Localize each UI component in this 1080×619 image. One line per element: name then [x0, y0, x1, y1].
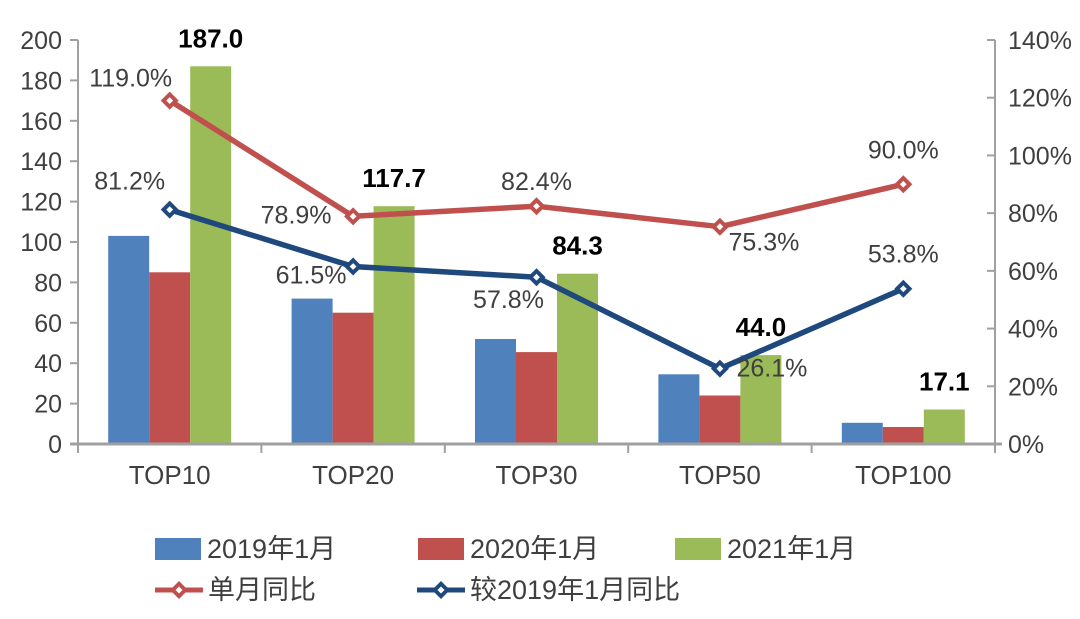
bar-data-label: 84.3 [552, 231, 603, 261]
bar-2020年1月-TOP20 [332, 312, 374, 444]
line-series-较2019年1月同比 [160, 200, 913, 378]
right-axis-tick-label: 40% [1008, 316, 1058, 344]
bar-data-label: 117.7 [362, 163, 426, 193]
legend-item-mom-yoy: 单月同比 [155, 574, 316, 606]
bar-2019年1月-TOP50 [658, 374, 700, 444]
left-axis-tick-label: 120 [20, 189, 62, 217]
line-data-label: 90.0% [868, 136, 939, 164]
bar-2021年1月-TOP10 [190, 66, 232, 445]
diamond-marker-center [899, 180, 907, 188]
bar-2020年1月-TOP30 [516, 352, 557, 444]
category-label: TOP30 [496, 460, 578, 490]
category-label: TOP100 [855, 460, 951, 490]
right-axis-tick-label: 140% [1008, 27, 1072, 55]
left-axis-tick-label: 0 [48, 431, 62, 459]
left-axis-tick-label: 200 [20, 27, 62, 55]
right-axis-tick-label: 0% [1008, 431, 1044, 459]
legend-label-2019: 2019年1月 [207, 534, 337, 564]
diamond-marker-center [349, 263, 357, 270]
line-data-label: 78.9% [261, 201, 332, 229]
line-data-label: 81.2% [94, 168, 165, 196]
bars-group [108, 66, 965, 445]
legend-label-mom-yoy: 单月同比 [208, 575, 316, 605]
legend-swatch-2021 [675, 538, 721, 560]
line-data-label: 82.4% [501, 168, 572, 196]
left-axis-tick-label: 80 [34, 269, 62, 297]
left-axis-tick-label: 100 [20, 229, 62, 257]
bar-2019年1月-TOP100 [841, 422, 883, 444]
left-axis-tick-label: 20 [34, 391, 62, 419]
legend-swatch-2020 [418, 538, 464, 560]
legend-item-2019: 2019年1月 [155, 533, 336, 565]
legend-item-2021: 2021年1月 [675, 533, 856, 565]
line-data-label: 75.3% [728, 229, 799, 257]
category-label: TOP10 [129, 460, 211, 490]
diamond-marker-center [166, 97, 174, 104]
diamond-marker-center [533, 202, 540, 210]
left-axis-tick-label: 180 [20, 67, 62, 95]
axes-group: 0 20 40 60 80 100 120 140 160 180 200 0% 20% 40% 60% 80… [20, 27, 1072, 490]
line-labels-单月同比: 119.0% 78.9% 82.4% 75.3% 90.0% [89, 65, 939, 257]
bar-2019年1月-TOP30 [475, 339, 516, 444]
bar-2021年1月-TOP20 [373, 206, 415, 444]
legend-swatch-2019 [155, 538, 201, 560]
right-axis-tick-label: 80% [1008, 200, 1058, 228]
line-data-label: 26.1% [736, 355, 807, 383]
bar-2021年1月-TOP100 [923, 409, 965, 444]
right-axis-tick-label: 120% [1008, 85, 1072, 113]
legend-item-2020: 2020年1月 [418, 533, 599, 565]
bar-2020年1月-TOP10 [149, 272, 191, 444]
line-series-单月同比 [160, 91, 913, 236]
category-label: TOP50 [679, 460, 761, 490]
chart-plot-area: 0 20 40 60 80 100 120 140 160 180 200 0% 20% 40% 60% 80… [20, 23, 1072, 490]
line-data-label: 119.0% [89, 65, 172, 93]
bar-data-label: 17.1 [919, 367, 970, 397]
bar-labels-2021年1月: 187.0 117.7 84.3 44.0 17.1 [178, 23, 969, 396]
line-diamond-marker-icon [155, 581, 203, 599]
legend-label-2021: 2021年1月 [727, 534, 857, 564]
category-label: TOP20 [312, 460, 394, 490]
bar-2019年1月-TOP10 [108, 235, 150, 444]
diamond-marker-center [716, 223, 724, 231]
diamond-marker-center [166, 206, 174, 214]
left-axis-tick-label: 60 [34, 310, 62, 338]
diamond-marker-center [716, 365, 724, 373]
bar-2020年1月-TOP50 [699, 395, 741, 444]
line-data-label: 61.5% [276, 262, 347, 290]
bar-2019年1月-TOP20 [291, 298, 333, 444]
bar-2021年1月-TOP50 [740, 355, 782, 444]
legend-label-vs2019-yoy: 较2019年1月同比 [470, 575, 681, 605]
left-axis-tick-label: 160 [20, 108, 62, 136]
left-axis-tick-label: 140 [20, 148, 62, 176]
diamond-marker-center [349, 212, 357, 220]
bar-data-label: 187.0 [178, 23, 243, 53]
bar-data-label: 44.0 [736, 312, 787, 342]
diamond-marker-center [899, 285, 907, 293]
line-labels-较2019年1月同比: 81.2% 61.5% 57.8% 26.1% 53.8% [94, 168, 938, 383]
legend-item-vs2019-yoy: 较2019年1月同比 [417, 574, 680, 606]
bar-2020年1月-TOP100 [882, 427, 924, 444]
diamond-marker-center [533, 273, 540, 281]
line-data-label: 53.8% [868, 241, 939, 269]
line-data-label: 57.8% [473, 286, 544, 314]
line-diamond-marker-icon [417, 581, 465, 599]
right-axis-tick-label: 100% [1008, 142, 1072, 170]
right-axis-tick-label: 60% [1008, 258, 1058, 286]
right-axis-tick-label: 20% [1008, 373, 1058, 401]
legend-label-2020: 2020年1月 [470, 534, 600, 564]
left-axis-tick-label: 40 [34, 350, 62, 378]
